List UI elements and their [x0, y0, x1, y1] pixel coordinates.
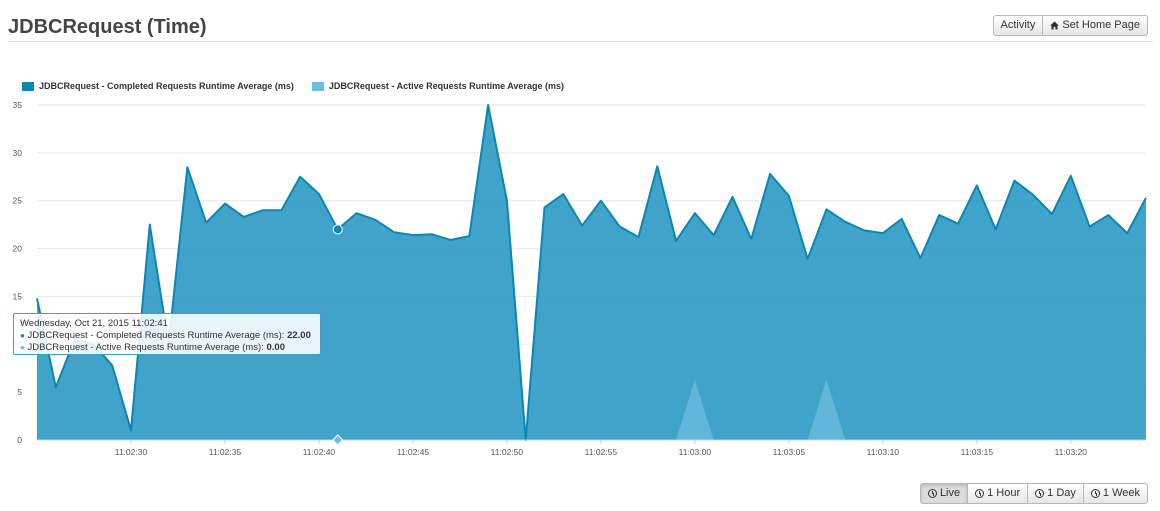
legend-label-active: JDBCRequest - Active Requests Runtime Av… [328, 81, 564, 91]
legend-item-active[interactable]: JDBCRequest - Active Requests Runtime Av… [311, 81, 564, 91]
range-button-label: 1 Day [1047, 487, 1076, 499]
x-tick-label: 11:02:50 [491, 447, 524, 457]
x-tick-label: 11:03:00 [679, 447, 712, 457]
runtime-area-chart: 0510152025303511:02:3011:02:3511:02:4011… [13, 100, 1147, 457]
y-tick-label: 35 [13, 100, 23, 110]
x-tick-label: 11:02:45 [397, 447, 430, 457]
y-tick-label: 5 [17, 387, 22, 397]
x-tick-label: 11:03:10 [867, 447, 900, 457]
tooltip-time: Wednesday, Oct 21, 2015 11:02:41 [20, 318, 168, 329]
y-tick-label: 0 [17, 435, 22, 445]
range-button-label: Live [939, 487, 961, 499]
completed-hover-marker [332, 224, 343, 235]
tooltip-active-label: JDBCRequest - Active Requests Runtime Av… [27, 342, 264, 353]
range-button-1-week[interactable]: 1 Week [1083, 483, 1148, 504]
y-tick-label: 30 [13, 148, 23, 158]
x-tick-label: 11:02:30 [115, 447, 148, 457]
activity-button-label: Activity [1000, 19, 1036, 31]
x-tick-label: 11:03:20 [1055, 447, 1088, 457]
clock-icon [927, 489, 937, 498]
x-tick-label: 11:03:15 [961, 447, 994, 457]
range-button-live[interactable]: Live [919, 483, 969, 504]
tooltip-completed-bullet: ● [20, 331, 25, 340]
chart-tooltip: Wednesday, Oct 21, 2015 11:02:41 ● JDBCR… [13, 313, 321, 355]
completed-series-line [36, 104, 1147, 441]
home-icon [1050, 21, 1060, 30]
range-button-label: 1 Week [1102, 487, 1140, 499]
time-range-buttons: Live 1 Hour 1 Day 1 Week [919, 483, 1148, 504]
completed-area [37, 105, 1146, 440]
set-home-page-button[interactable]: Set Home Page [1043, 15, 1148, 36]
legend-swatch-completed [22, 81, 34, 91]
activity-button[interactable]: Activity [992, 15, 1044, 36]
tooltip-completed-label: JDBCRequest - Completed Requests Runtime… [27, 330, 285, 341]
tooltip-active-row: ● JDBCRequest - Active Requests Runtime … [20, 342, 314, 354]
range-button-1-day[interactable]: 1 Day [1028, 483, 1084, 504]
active-hover-marker [332, 434, 344, 446]
chart-legend: JDBCRequest - Completed Requests Runtime… [22, 81, 564, 91]
range-button-label: 1 Hour [987, 487, 1021, 499]
clock-icon [975, 489, 985, 498]
y-tick-label: 15 [13, 291, 23, 301]
clock-icon [1090, 489, 1100, 498]
tooltip-completed-value: 22.00 [287, 330, 311, 341]
legend-label-completed: JDBCRequest - Completed Requests Runtime… [39, 81, 294, 91]
header-actions: Activity Set Home Page [992, 15, 1148, 36]
x-tick-label: 11:02:40 [303, 447, 336, 457]
tooltip-active-bullet: ● [20, 343, 25, 352]
x-tick-label: 11:02:35 [209, 447, 242, 457]
legend-item-completed[interactable]: JDBCRequest - Completed Requests Runtime… [22, 81, 294, 91]
tooltip-active-value: 0.00 [266, 342, 286, 353]
page-title: JDBCRequest (Time) [8, 16, 207, 38]
clock-icon [1035, 489, 1045, 498]
y-tick-label: 25 [13, 196, 23, 206]
tooltip-completed-row: ● JDBCRequest - Completed Requests Runti… [20, 330, 314, 342]
x-tick-label: 11:03:05 [773, 447, 806, 457]
y-tick-label: 20 [13, 244, 23, 254]
x-tick-label: 11:02:55 [585, 447, 618, 457]
page-header: JDBCRequest (Time) [8, 0, 1153, 42]
legend-swatch-active [311, 81, 324, 91]
range-button-1-hour[interactable]: 1 Hour [968, 483, 1029, 504]
set-home-page-label: Set Home Page [1062, 19, 1140, 31]
